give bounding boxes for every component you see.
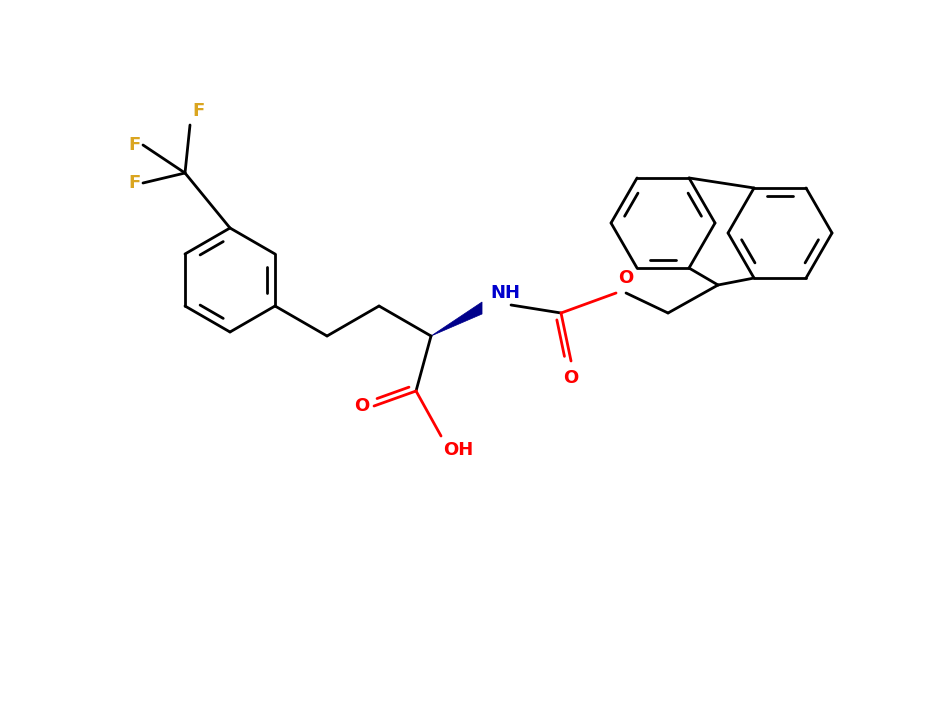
Text: O: O xyxy=(618,269,633,287)
Text: F: F xyxy=(129,174,141,192)
Text: O: O xyxy=(564,369,579,387)
Text: O: O xyxy=(354,397,369,415)
Text: NH: NH xyxy=(490,284,520,302)
Text: F: F xyxy=(129,136,141,154)
Text: F: F xyxy=(192,102,204,120)
Text: OH: OH xyxy=(443,441,473,459)
Polygon shape xyxy=(431,302,482,336)
